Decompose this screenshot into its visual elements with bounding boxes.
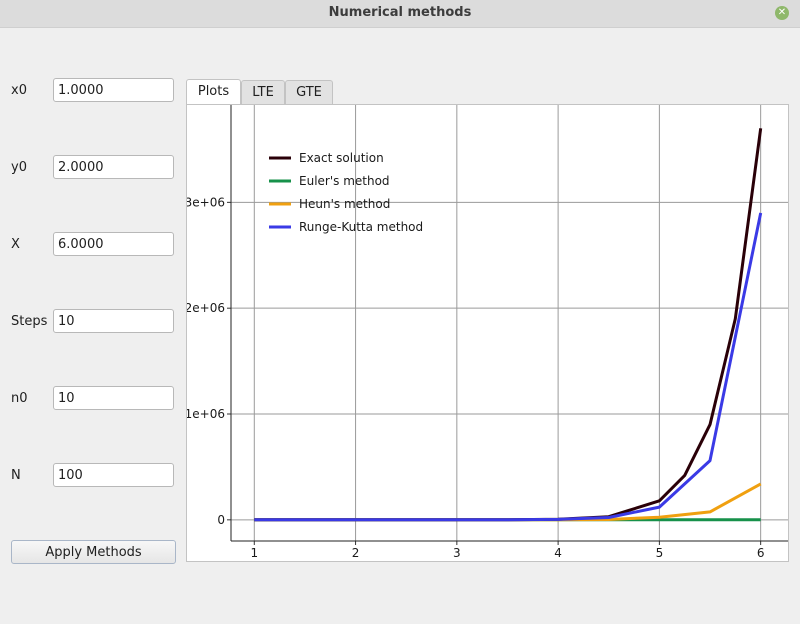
line-chart: 1 2 3 4 5 6 0 1e+06 2e+06 3e+06 Exact solution Eule… <box>187 105 788 560</box>
steps-input[interactable] <box>53 309 174 333</box>
legend-label: Heun's method <box>299 197 390 211</box>
title-bar: Numerical methods ✕ <box>0 0 800 28</box>
series-line-runge-kutta-method <box>254 212 763 522</box>
y-tick-label: 2e+06 <box>187 301 225 315</box>
y0-label: y0 <box>11 160 27 175</box>
x-tick-label: 3 <box>453 546 461 560</box>
apply-methods-button[interactable]: Apply Methods <box>11 540 176 564</box>
x0-input[interactable] <box>53 78 174 102</box>
y-tick-label: 0 <box>217 513 225 527</box>
legend-label: Runge-Kutta method <box>299 220 423 234</box>
legend-label: Euler's method <box>299 174 390 188</box>
n-label: N <box>11 468 21 483</box>
plot-panel: 1 2 3 4 5 6 0 1e+06 2e+06 3e+06 Exact solution Eule… <box>186 104 789 562</box>
x-tick-label: 4 <box>554 546 562 560</box>
window-title: Numerical methods <box>328 5 472 20</box>
y-tick-label: 3e+06 <box>187 195 225 209</box>
n0-label: n0 <box>11 391 28 406</box>
series-line-heun-s-method <box>254 482 762 522</box>
x-tick-label: 1 <box>250 546 258 560</box>
legend-label: Exact solution <box>299 151 384 165</box>
close-icon[interactable]: ✕ <box>775 6 789 20</box>
x-tick-label: 6 <box>757 546 765 560</box>
x0-label: x0 <box>11 83 27 98</box>
x-max-input[interactable] <box>53 232 174 256</box>
x-tick-label: 2 <box>352 546 360 560</box>
y0-input[interactable] <box>53 155 174 179</box>
steps-label: Steps <box>11 314 48 329</box>
n-input[interactable] <box>53 463 174 487</box>
n0-input[interactable] <box>53 386 174 410</box>
x-tick-label: 5 <box>656 546 664 560</box>
x-max-label: X <box>11 237 20 252</box>
tab-plots[interactable]: Plots <box>186 79 241 105</box>
tab-gte[interactable]: GTE <box>285 80 333 104</box>
tab-lte[interactable]: LTE <box>241 80 285 104</box>
y-tick-label: 1e+06 <box>187 407 225 421</box>
